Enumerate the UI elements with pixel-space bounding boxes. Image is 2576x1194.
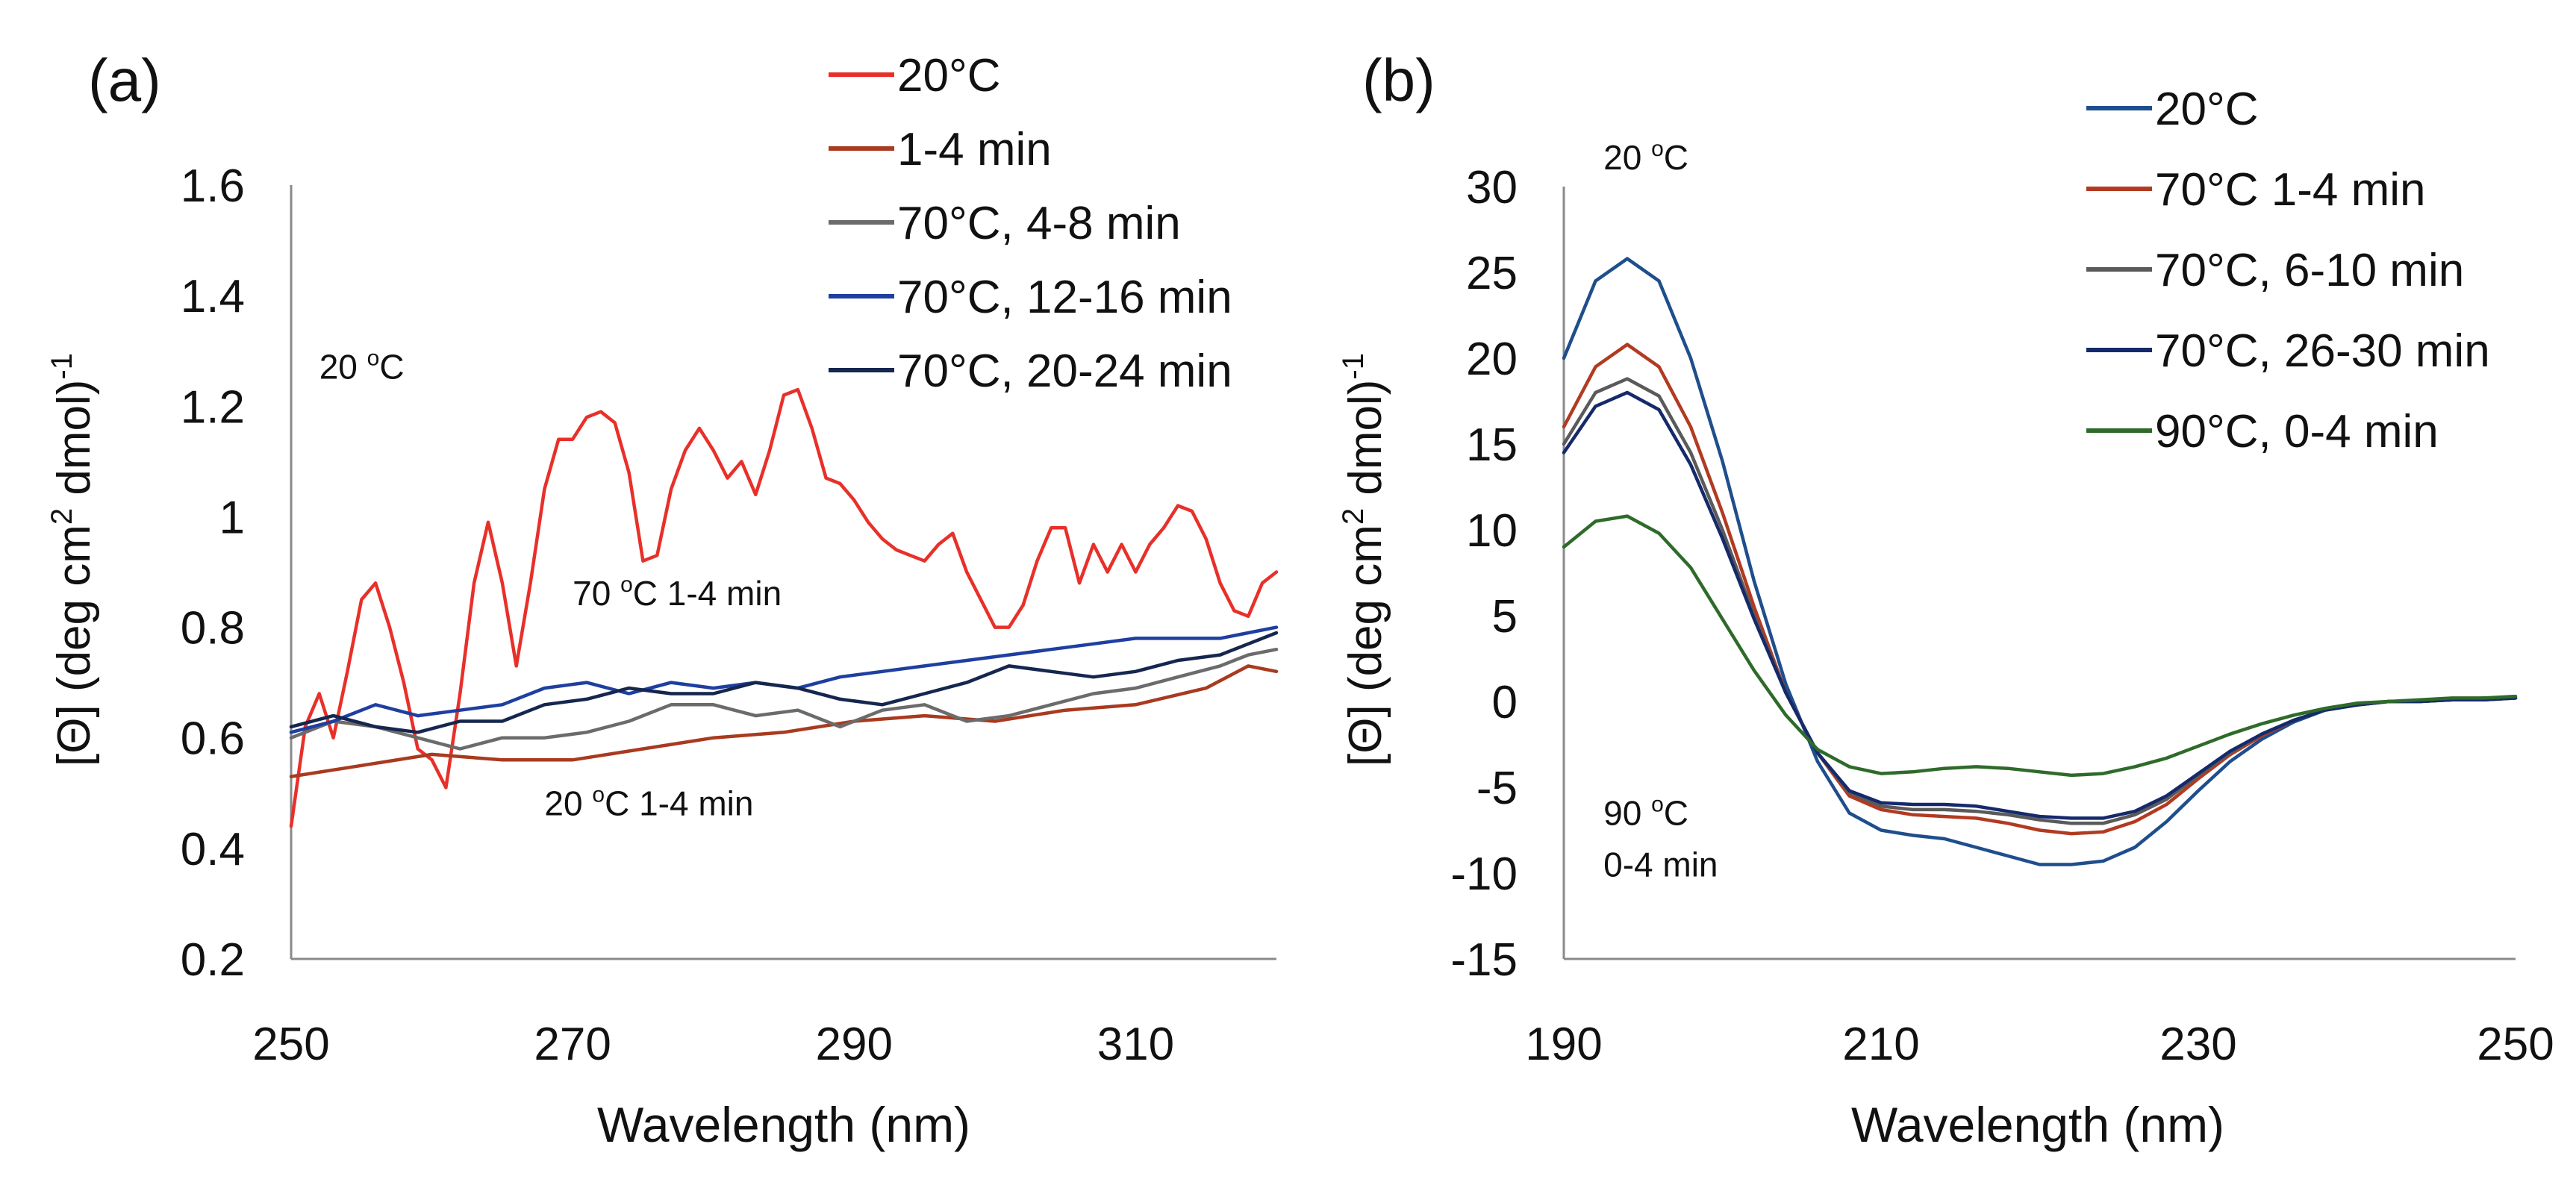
x-tick-label: 310 [1097, 1019, 1174, 1070]
y-tick-label: 0.6 [181, 713, 245, 765]
ylabel-sup: 2 [46, 508, 78, 525]
panel-b: (b) [Θ] (deg cm2 dmol)-1 Wavelength (nm)… [1337, 47, 2554, 1152]
svg-text:[Θ] (deg cm2 dmol)-1: [Θ] (deg cm2 dmol)-1 [46, 353, 100, 766]
legend-label: 70°C, 4-8 min [897, 198, 1181, 249]
x-tick-label: 250 [2477, 1019, 2554, 1070]
panel-a: (a) [Θ] (deg cm2 dmol)-1 Wavelength (nm)… [46, 47, 1279, 1152]
annotation: 70 oC 1-4 min [573, 572, 782, 613]
legend-label: 70°C, 12-16 min [897, 272, 1232, 323]
legend-label: 70°C, 26-30 min [2155, 325, 2490, 377]
svg-text:[Θ] (deg cm2 dmol)-1: [Θ] (deg cm2 dmol)-1 [1337, 353, 1391, 766]
y-tick-label: 10 [1466, 505, 1518, 557]
ylabel-sup: -1 [46, 353, 78, 380]
panel-b-label: (b) [1362, 47, 1435, 113]
x-tick-label: 230 [2159, 1019, 2236, 1070]
ylabel-main: [Θ] (deg cm [49, 525, 100, 766]
legend-label: 70°C, 6-10 min [2155, 245, 2464, 296]
panel-b-y-axis-title: [Θ] (deg cm2 dmol)-1 [1337, 353, 1391, 766]
y-tick-label: 1.6 [181, 160, 245, 212]
ylabel-mid: dmol) [49, 380, 100, 508]
panel-b-x-axis-title: Wavelength (nm) [1851, 1097, 2224, 1152]
panel-a-y-axis-title: [Θ] (deg cm2 dmol)-1 [46, 353, 100, 766]
x-tick-label: 190 [1525, 1019, 1602, 1070]
x-tick-label: 250 [252, 1019, 329, 1070]
y-tick-label: 0.8 [181, 603, 245, 654]
y-tick-label: 20 [1466, 334, 1518, 385]
y-tick-label: 1.2 [181, 381, 245, 433]
ylabel-sup: -1 [1337, 353, 1370, 380]
x-tick-label: 210 [1842, 1019, 1919, 1070]
annotation: 90 oC [1603, 793, 1688, 833]
annotation: 20 oC [319, 346, 405, 386]
series-line [289, 664, 1279, 778]
annotation: 20 oC 1-4 min [544, 782, 753, 822]
series-line [289, 625, 1279, 734]
y-tick-label: -5 [1476, 763, 1518, 814]
series-line [1562, 390, 2518, 820]
panel-a-x-axis-title: Wavelength (nm) [597, 1097, 970, 1152]
ylabel-sup: 2 [1337, 508, 1370, 525]
legend-label: 20°C [2155, 84, 2259, 135]
series-line [289, 647, 1279, 751]
y-tick-label: 1 [219, 492, 245, 543]
annotation: 0-4 min [1603, 846, 1718, 884]
y-tick-label: -10 [1450, 848, 1518, 900]
y-tick-label: 0.4 [181, 824, 245, 875]
y-tick-label: 30 [1466, 162, 1518, 213]
legend-label: 70°C, 20-24 min [897, 346, 1232, 397]
y-tick-label: 0.2 [181, 934, 245, 986]
panel-a-label: (a) [88, 47, 161, 113]
x-tick-label: 290 [816, 1019, 893, 1070]
ylabel-main: [Θ] (deg cm [1340, 525, 1391, 766]
series-line [289, 387, 1279, 828]
series-line [1562, 514, 2518, 778]
legend-label: 20°C [897, 50, 1001, 101]
y-tick-label: 15 [1466, 419, 1518, 471]
legend-label: 1-4 min [897, 124, 1052, 175]
y-tick-label: 1.4 [181, 271, 245, 322]
y-tick-label: -15 [1450, 934, 1518, 986]
legend-label: 70°C 1-4 min [2155, 164, 2426, 216]
x-tick-label: 270 [534, 1019, 611, 1070]
legend-label: 90°C, 0-4 min [2155, 406, 2439, 457]
series-line [289, 631, 1279, 734]
annotation: 20 oC [1603, 137, 1688, 177]
y-tick-label: 0 [1492, 677, 1518, 728]
ylabel-mid: dmol) [1340, 380, 1391, 508]
y-tick-label: 5 [1492, 591, 1518, 643]
y-tick-label: 25 [1466, 248, 1518, 299]
